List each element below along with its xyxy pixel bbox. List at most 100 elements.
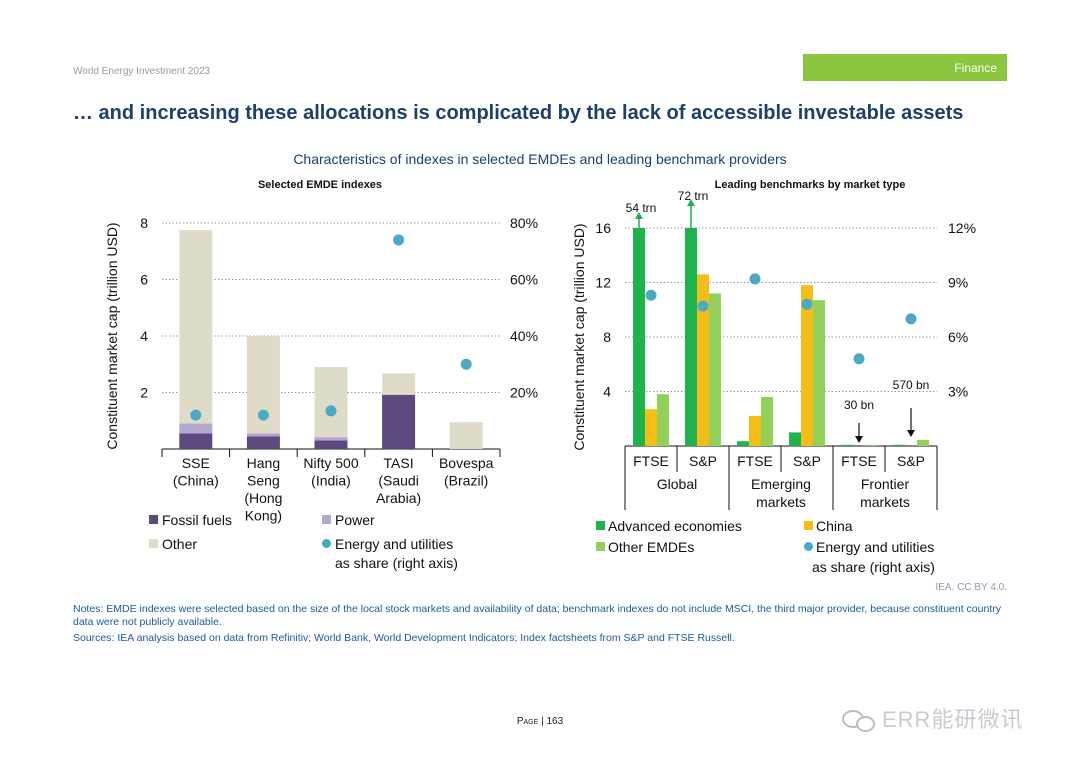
notes-text: Notes: EMDE indexes were selected based … xyxy=(73,603,1001,628)
right-category-label: FTSE xyxy=(841,453,877,469)
right-legend-swatch xyxy=(804,521,813,530)
left-category-label: SSE xyxy=(182,455,210,471)
page-label: Page xyxy=(516,716,539,727)
right-group-label: Emerging xyxy=(751,476,811,492)
right-y2-tick: 6% xyxy=(948,329,968,345)
page-separator: | xyxy=(538,716,547,727)
right-bar-china xyxy=(801,285,813,446)
left-category-label: TASI xyxy=(384,455,414,471)
left-category-label: Nifty 500 xyxy=(303,455,358,471)
left-bar-fossil-fuels xyxy=(382,394,416,449)
right-bar-other-emdes xyxy=(917,439,929,446)
right-bar-china xyxy=(645,409,657,446)
left-legend-label: Fossil fuels xyxy=(162,512,232,528)
right-energy-dot xyxy=(905,313,917,325)
right-energy-dot xyxy=(749,273,761,285)
document-title: World Energy Investment 2023 xyxy=(73,66,211,77)
right-legend-swatch xyxy=(804,542,813,551)
arrow-up-icon xyxy=(687,199,695,206)
left-bar-other xyxy=(179,230,213,424)
right-legend-label: Other EMDEs xyxy=(608,539,694,555)
right-bar-other-emdes xyxy=(813,300,825,446)
left-category-label: Hang xyxy=(247,455,280,471)
right-legend-label: China xyxy=(816,518,853,534)
left-y-tick: 2 xyxy=(140,385,148,401)
left-category-label: Kong) xyxy=(245,508,282,524)
right-energy-dot xyxy=(645,289,657,301)
left-legend-swatch xyxy=(322,515,331,524)
left-category-label: (India) xyxy=(311,473,351,489)
left-energy-dot xyxy=(460,358,472,370)
left-legend-swatch xyxy=(149,539,158,548)
left-legend-label: Power xyxy=(335,512,375,528)
right-group-label: Frontier xyxy=(861,476,910,492)
notes-block: Notes: EMDE indexes were selected based … xyxy=(73,603,1008,645)
right-bar-china xyxy=(749,416,761,446)
right-category-label: S&P xyxy=(793,453,821,469)
credit-line: IEA. CC BY 4.0. xyxy=(935,582,1007,593)
page-title: … and increasing these allocations is co… xyxy=(73,102,964,124)
left-bar-power xyxy=(314,437,348,441)
left-category-label: Seng xyxy=(247,473,280,489)
left-category-label: (Saudi xyxy=(378,473,418,489)
left-category-label: (Brazil) xyxy=(444,473,488,489)
left-category-label: Arabia) xyxy=(376,490,421,506)
arrow-up-icon xyxy=(635,212,643,219)
section-tag-label: Finance xyxy=(954,61,997,75)
left-y2-tick: 60% xyxy=(510,272,538,288)
right-category-label: S&P xyxy=(897,453,925,469)
right-y-tick: 16 xyxy=(595,220,611,236)
right-bar-advanced-economies xyxy=(685,228,697,446)
right-y-axis-label: Constituent market cap (trillion USD) xyxy=(571,223,587,450)
right-legend-label: Energy and utilities xyxy=(816,539,934,555)
right-y2-tick: 3% xyxy=(948,384,968,400)
left-bar-fossil-fuels xyxy=(179,433,213,449)
right-energy-dot xyxy=(853,353,865,365)
right-legend-swatch xyxy=(596,521,605,530)
left-chart-title: Selected EMDE indexes xyxy=(258,179,382,191)
section-tag: Finance xyxy=(803,54,1007,81)
right-legend-label: Advanced economies xyxy=(608,518,742,534)
watermark: ERR能研微讯 xyxy=(842,700,1023,736)
right-y-tick: 12 xyxy=(595,275,611,291)
right-category-label: FTSE xyxy=(633,453,669,469)
left-y2-tick: 20% xyxy=(510,385,538,401)
right-legend-swatch xyxy=(596,542,605,551)
left-legend-label: as share (right axis) xyxy=(335,555,458,571)
right-energy-dot xyxy=(697,300,709,312)
right-legend-label: as share (right axis) xyxy=(812,559,935,575)
left-category-label: (China) xyxy=(173,473,219,489)
left-energy-dot xyxy=(325,405,337,417)
annotation-label: 30 bn xyxy=(844,398,874,412)
left-category-label: (Hong xyxy=(244,490,282,506)
right-group-label: markets xyxy=(860,494,910,510)
right-bar-advanced-economies xyxy=(737,441,749,446)
left-y-tick: 4 xyxy=(140,328,148,344)
right-category-label: FTSE xyxy=(737,453,773,469)
left-y2-tick: 80% xyxy=(510,215,538,231)
left-bar-other xyxy=(314,367,348,438)
annotation-label: 72 trn xyxy=(678,189,709,203)
right-y-tick: 8 xyxy=(603,329,611,345)
left-energy-dot xyxy=(393,234,405,246)
left-bar-other xyxy=(449,422,483,449)
left-energy-dot xyxy=(257,409,269,421)
right-y2-tick: 9% xyxy=(948,275,968,291)
figure-title: Characteristics of indexes in selected E… xyxy=(293,151,787,167)
right-group-label: Global xyxy=(657,476,697,492)
right-bar-advanced-economies xyxy=(893,444,905,446)
right-bar-other-emdes xyxy=(761,396,773,446)
right-y-tick: 4 xyxy=(603,384,611,400)
left-category-label: Bovespa xyxy=(439,455,494,471)
page-number: 163 xyxy=(546,716,564,727)
wechat-icon xyxy=(842,706,876,732)
left-bar-fossil-fuels xyxy=(246,436,280,449)
sources-text: Sources: IEA analysis based on data from… xyxy=(73,632,735,644)
left-y2-tick: 40% xyxy=(510,328,538,344)
right-bar-advanced-economies xyxy=(841,444,853,446)
left-legend-swatch xyxy=(149,515,158,524)
left-bar-power xyxy=(246,433,280,437)
left-energy-dot xyxy=(190,409,202,421)
right-bar-other-emdes xyxy=(709,293,721,446)
